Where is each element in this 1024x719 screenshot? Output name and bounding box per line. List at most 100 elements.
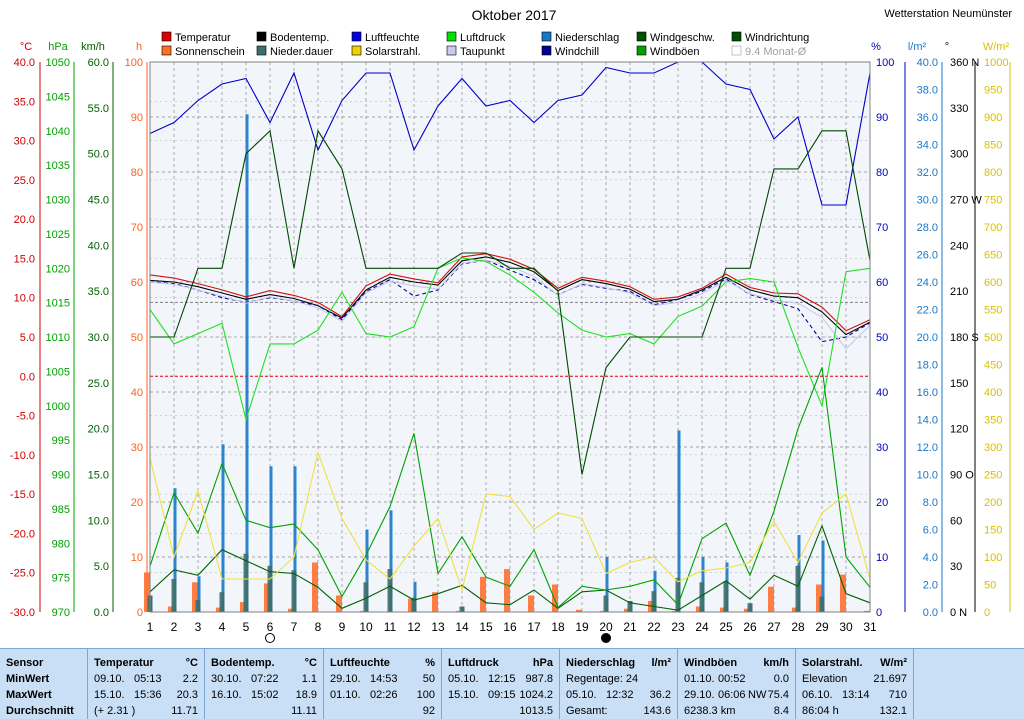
summary-rain-max-time: 12:32	[606, 689, 634, 701]
legend-label-6: Windrichtung	[745, 32, 809, 44]
axis-tick-solar-8: 400	[984, 387, 1002, 399]
summary-solar-elev-value: 21.697	[873, 673, 907, 685]
axis-unit-wind: km/h	[81, 41, 105, 53]
summary-rain-max-value: 36.2	[649, 689, 671, 701]
axis-tick-wind-8: 40.0	[88, 240, 109, 252]
axis-tick-rain-8: 16.0	[917, 387, 938, 399]
axis-tick-dir-10: 300	[950, 149, 968, 161]
summary-gust-distance: 6238.3 km	[684, 705, 736, 717]
legend-label-7: Sonnenschein	[175, 46, 245, 58]
axis-tick-sun-5: 50	[131, 332, 143, 344]
bar-Niederschlag-10	[365, 529, 369, 612]
x-tick-1: 1	[147, 620, 154, 634]
summary-sensor: Sensor MinWert MaxWert Durchschnitt	[0, 649, 88, 719]
axis-tick-solar-10: 500	[984, 332, 1002, 344]
bar-Nieder.dauer-29	[819, 596, 825, 612]
summary-temp-min-value: 2.2	[182, 673, 198, 685]
axis-tick-temp-5: -5.0	[16, 411, 35, 423]
summary-solar-elev-label: Elevation	[802, 673, 848, 685]
axis-tick-dir-4: 120	[950, 424, 968, 436]
summary-hum-avg-value: 92	[422, 705, 435, 717]
legend-label-8: Nieder.dauer	[270, 46, 333, 58]
summary-hum-max-date: 01.10.	[330, 689, 361, 701]
summary-pressure: Luftdruck hPa 05.10. 12:15 987.8 15.10. 09:1…	[442, 649, 560, 719]
x-tick-4: 4	[219, 620, 226, 634]
bar-Sonnenschein-12	[408, 598, 414, 612]
bar-Sonnenschein-15	[480, 576, 486, 612]
legend-swatch-6	[731, 31, 742, 42]
axis-tick-rain-12: 24.0	[917, 277, 938, 289]
bar-Sonnenschein-1	[144, 572, 150, 612]
axis-tick-hum-1: 10	[876, 552, 888, 564]
bar-Nieder.dauer-22	[651, 591, 657, 612]
legend-label-4: Niederschlag	[555, 32, 619, 44]
axis-tick-press-16: 1050	[46, 57, 70, 69]
bar-Sonnenschein-28	[792, 607, 798, 612]
x-tick-6: 6	[267, 620, 274, 634]
axis-unit-press: hPa	[48, 41, 68, 53]
axis-tick-solar-18: 900	[984, 112, 1002, 124]
bar-Nieder.dauer-11	[387, 569, 393, 612]
summary-min-label: MinWert	[6, 673, 50, 685]
bar-Niederschlag-3	[197, 576, 201, 612]
bar-Sonnenschein-6	[264, 583, 270, 612]
bar-Nieder.dauer-25	[723, 581, 729, 612]
series-line-Temperatur	[149, 253, 871, 332]
series-line-Luftfeuchte	[149, 61, 871, 206]
axis-tick-dir-3: 90 O	[950, 470, 974, 482]
bar-Nieder.dauer-28	[795, 565, 801, 612]
summary-rain-unit: l/m²	[651, 657, 671, 669]
station-name: Wetterstation Neumünster	[884, 8, 1012, 20]
axis-tick-press-2: 980	[52, 538, 70, 550]
x-tick-28: 28	[791, 620, 805, 634]
x-tick-25: 25	[719, 620, 733, 634]
axis-tick-solar-9: 450	[984, 360, 1002, 372]
summary-soil-max-value: 18.9	[295, 689, 317, 701]
summary-gust-max-value: 75.4	[767, 689, 789, 701]
axis-tick-press-11: 1025	[46, 229, 70, 241]
summary-temp-max-date: 15.10.	[94, 689, 125, 701]
bar-Nieder.dauer-5	[243, 553, 249, 612]
legend-swatch-2	[351, 31, 362, 42]
bar-Nieder.dauer-3	[195, 599, 201, 612]
summary-max-label: MaxWert	[6, 689, 52, 701]
x-tick-16: 16	[503, 620, 517, 634]
legend-label-13: 9.4 Monat-Ø	[745, 46, 807, 58]
summary-hum-unit: %	[425, 657, 435, 669]
axis-tick-press-15: 1045	[46, 91, 70, 103]
axis-tick-wind-10: 50.0	[88, 149, 109, 161]
legend-label-2: Luftfeuchte	[365, 32, 419, 44]
axis-tick-solar-15: 750	[984, 195, 1002, 207]
series-line-Windgeschw.	[149, 524, 871, 611]
axis-tick-rain-16: 32.0	[917, 167, 938, 179]
legend-swatch-13	[731, 45, 742, 56]
bar-Sonnenschein-21	[624, 608, 630, 612]
bar-Sonnenschein-10	[360, 610, 366, 612]
x-tick-22: 22	[647, 620, 661, 634]
summary-gust-avg-value: 8.4	[773, 705, 789, 717]
axis-tick-press-10: 1020	[46, 263, 70, 275]
bar-Nieder.dauer-23	[675, 577, 681, 612]
summary-hum-min-time: 14:53	[370, 673, 398, 685]
axis-tick-rain-18: 36.0	[917, 112, 938, 124]
axis-tick-solar-20: 1000	[984, 57, 1008, 69]
axis-tick-press-9: 1015	[46, 298, 70, 310]
legend-label-0: Temperatur	[175, 32, 231, 44]
axis-tick-wind-11: 55.0	[88, 103, 109, 115]
bar-Sonnenschein-2	[168, 606, 174, 612]
axis-tick-press-4: 990	[52, 470, 70, 482]
axis-tick-solar-2: 100	[984, 552, 1002, 564]
bar-Nieder.dauer-4	[219, 592, 225, 612]
summary-avg-label: Durchschnitt	[6, 705, 74, 717]
summary-temp-min-time: 05:13	[134, 673, 162, 685]
bar-Sonnenschein-27	[768, 586, 774, 612]
axis-tick-dir-11: 330	[950, 103, 968, 115]
axis-tick-press-1: 975	[52, 573, 70, 585]
legend-swatch-7	[161, 45, 172, 56]
legend-label-3: Luftdruck	[460, 32, 506, 44]
axis-tick-wind-3: 15.0	[88, 470, 109, 482]
axis-tick-solar-16: 800	[984, 167, 1002, 179]
legend-swatch-4	[541, 31, 552, 42]
axis-unit-rain: l/m²	[908, 41, 927, 53]
legend-swatch-10	[446, 45, 457, 56]
